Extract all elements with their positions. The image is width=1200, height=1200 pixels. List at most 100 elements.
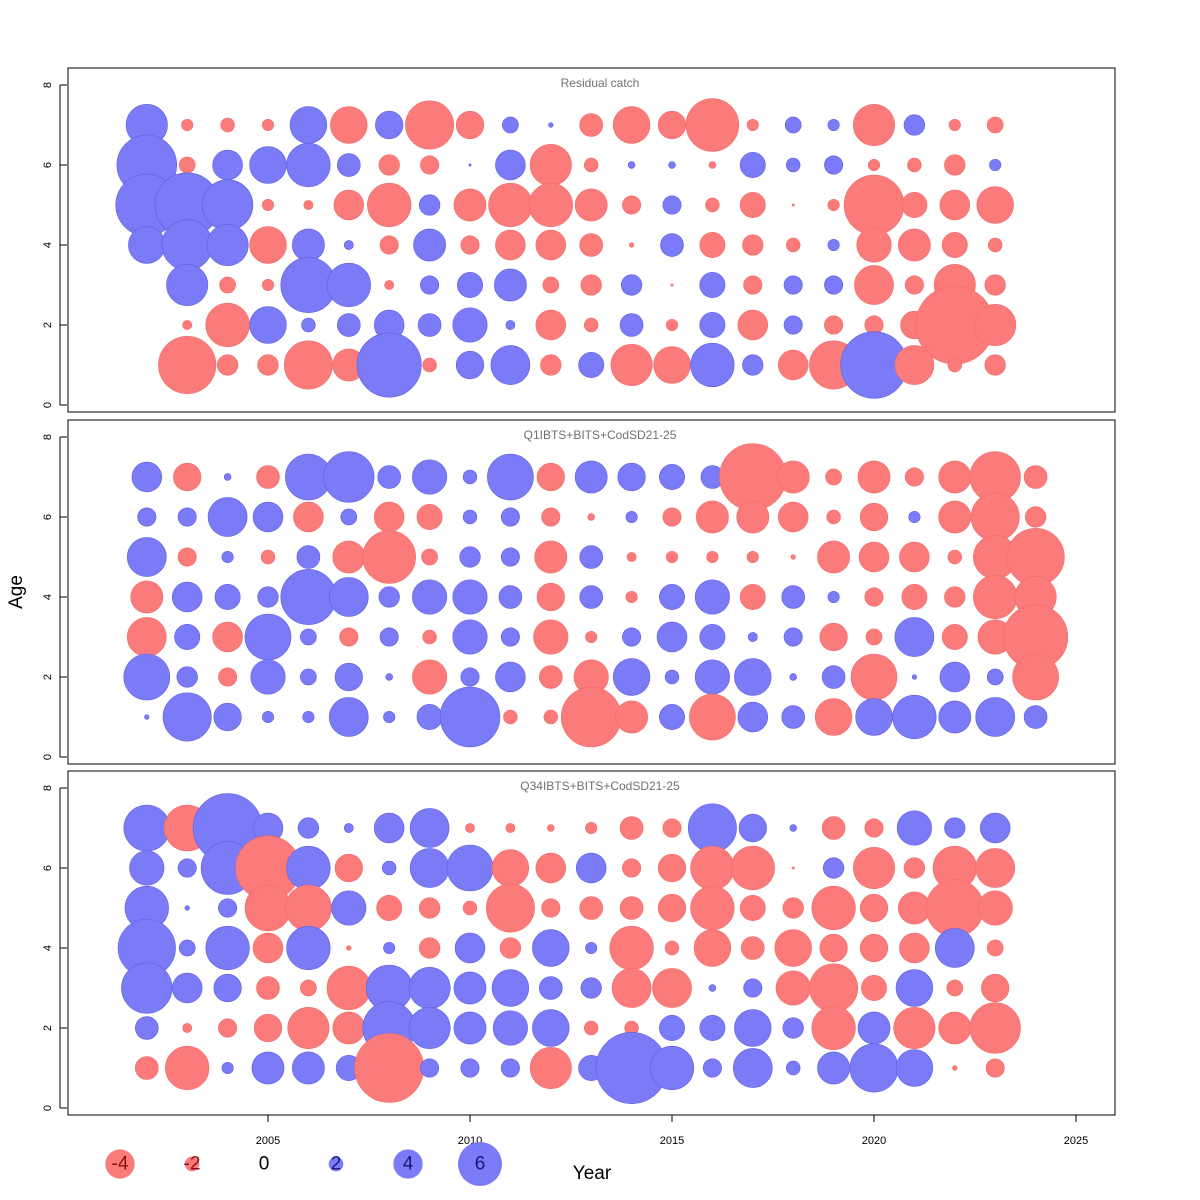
residual-bubble bbox=[579, 233, 604, 257]
residual-bubble bbox=[137, 507, 157, 527]
residual-bubble bbox=[493, 268, 527, 302]
residual-bubble bbox=[460, 1058, 480, 1078]
residual-bubble bbox=[502, 116, 519, 134]
residual-bubble bbox=[452, 619, 488, 655]
residual-bubble bbox=[184, 905, 190, 911]
residual-bubble bbox=[852, 846, 895, 889]
residual-bubble bbox=[460, 667, 480, 687]
residual-bubble bbox=[612, 106, 651, 144]
residual-bubble bbox=[362, 530, 416, 584]
y-tick-label: 8 bbox=[42, 434, 54, 440]
panel-title: Residual catch bbox=[561, 76, 640, 90]
residual-bubble bbox=[734, 1009, 772, 1047]
residual-bubble bbox=[827, 198, 840, 212]
residual-bubble bbox=[583, 317, 599, 333]
residual-bubble bbox=[383, 710, 396, 724]
residual-bubble bbox=[376, 895, 403, 921]
residual-bubble bbox=[213, 702, 242, 732]
residual-bubble bbox=[827, 238, 840, 252]
y-tick-label: 6 bbox=[42, 162, 54, 168]
residual-bubble bbox=[333, 189, 365, 221]
y-tick-label: 0 bbox=[42, 402, 54, 408]
residual-bubble bbox=[615, 700, 649, 734]
residual-bubble bbox=[541, 898, 561, 918]
residual-bubble bbox=[205, 302, 250, 348]
residual-bubble bbox=[130, 580, 164, 614]
residual-bubble bbox=[384, 280, 395, 290]
residual-bubble bbox=[979, 812, 1011, 844]
residual-bubble bbox=[542, 276, 560, 294]
residual-bubble bbox=[984, 354, 1006, 376]
x-tick-label: 2025 bbox=[1064, 1135, 1088, 1147]
residual-bubble bbox=[857, 460, 891, 494]
residual-bubble bbox=[379, 235, 399, 255]
residual-bubble bbox=[405, 100, 455, 150]
residual-bubble bbox=[457, 272, 483, 298]
residual-bubble bbox=[346, 945, 352, 951]
residual-bubble bbox=[946, 979, 964, 997]
residual-bubble bbox=[409, 808, 450, 848]
residual-bubble bbox=[790, 554, 796, 560]
residual-bubble bbox=[974, 303, 1017, 346]
residual-bubble bbox=[903, 114, 926, 136]
residual-bubble bbox=[734, 658, 772, 696]
y-tick-label: 2 bbox=[42, 322, 54, 328]
residual-bubble bbox=[809, 963, 859, 1013]
residual-bubble bbox=[297, 817, 320, 839]
residual-bubble bbox=[664, 669, 680, 685]
residual-bubble bbox=[534, 540, 568, 574]
residual-bubble bbox=[454, 932, 486, 964]
residual-bubble bbox=[690, 342, 735, 388]
residual-bubble bbox=[777, 349, 809, 381]
residual-bubble bbox=[699, 312, 726, 338]
legend-label: -2 bbox=[184, 1154, 201, 1175]
residual-bubble bbox=[252, 501, 284, 533]
residual-bubble bbox=[378, 154, 400, 176]
residual-bubble bbox=[1023, 465, 1048, 489]
residual-bubble bbox=[182, 320, 193, 330]
residual-bubble bbox=[659, 584, 685, 610]
residual-bubble bbox=[781, 705, 806, 729]
residual-bubble bbox=[123, 804, 171, 852]
residual-bubble bbox=[177, 858, 197, 878]
residual-bubble bbox=[300, 628, 317, 646]
residual-bubble bbox=[287, 1006, 330, 1049]
residual-bubble bbox=[893, 1006, 936, 1049]
residual-bubble bbox=[491, 849, 530, 887]
residual-bubble bbox=[174, 624, 201, 650]
residual-bubble bbox=[535, 309, 567, 341]
residual-bubble bbox=[904, 467, 924, 487]
residual-bubble bbox=[579, 585, 604, 609]
residual-bubble bbox=[785, 1060, 801, 1076]
legend-label: 6 bbox=[475, 1154, 486, 1175]
x-axis: 2005 2010 2015 2020 2025 bbox=[256, 1114, 1088, 1147]
residual-bubble bbox=[736, 500, 770, 534]
residual-bubble bbox=[421, 548, 438, 566]
residual-bubble bbox=[214, 584, 241, 610]
residual-bubble bbox=[452, 579, 488, 615]
residual-bubble bbox=[505, 823, 516, 833]
residual-bubble bbox=[373, 501, 405, 533]
residual-bubble bbox=[944, 154, 966, 176]
residual-bubble bbox=[817, 1051, 851, 1085]
residual-bubble bbox=[747, 632, 758, 642]
residual-bubble bbox=[503, 709, 518, 725]
residual-bubble bbox=[811, 885, 856, 931]
residual-bubble bbox=[500, 627, 520, 647]
residual-bubble bbox=[821, 816, 846, 840]
residual-bubble bbox=[330, 106, 368, 144]
residual-bubble bbox=[301, 317, 316, 333]
residual-bubble bbox=[938, 1011, 972, 1045]
residual-bubble bbox=[705, 197, 720, 213]
residual-bubble bbox=[418, 897, 441, 919]
residual-bubble bbox=[730, 845, 775, 891]
residual-bubble bbox=[783, 627, 803, 647]
residual-bubble bbox=[693, 929, 732, 967]
residual-bubble bbox=[285, 884, 332, 932]
residual-bubble bbox=[856, 227, 892, 263]
residual-bubble bbox=[468, 163, 472, 167]
residual-bubble bbox=[144, 714, 150, 720]
residual-bubble bbox=[892, 694, 937, 740]
residual-bubble bbox=[908, 510, 921, 524]
residual-bubble bbox=[854, 265, 894, 305]
